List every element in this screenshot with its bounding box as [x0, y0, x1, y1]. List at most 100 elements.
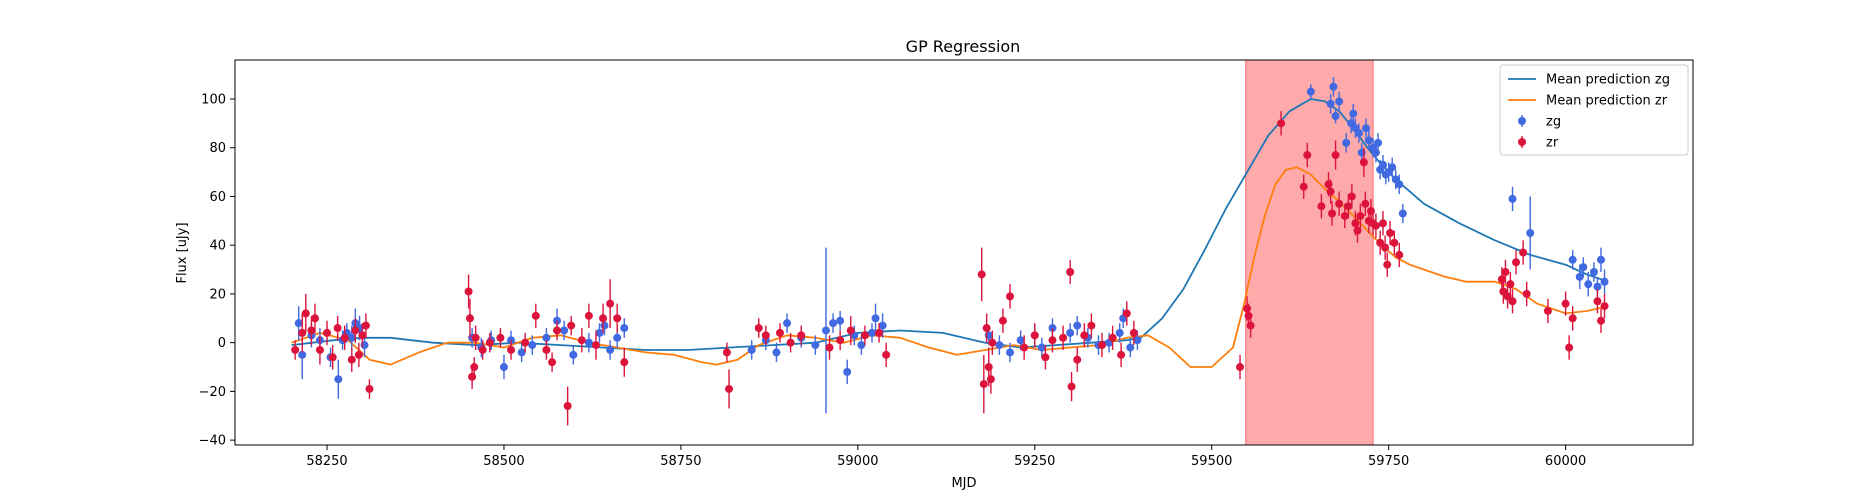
- data-point-zr: [1512, 258, 1521, 267]
- data-point-zr: [531, 311, 540, 320]
- data-point-zr: [836, 336, 845, 345]
- legend-marker-swatch-zg: [1518, 117, 1526, 125]
- data-point-zr: [1048, 336, 1057, 345]
- data-point-zg: [1016, 336, 1025, 345]
- data-point-zr: [485, 338, 494, 347]
- data-point-zr: [979, 380, 988, 389]
- data-point-zg: [569, 350, 578, 359]
- data-point-zg: [783, 319, 792, 328]
- data-point-zr: [358, 331, 367, 340]
- legend-label-zg-mean: Mean prediction zg: [1546, 73, 1670, 88]
- x-tick-label: 60000: [1545, 454, 1586, 469]
- data-point-zr: [1317, 202, 1326, 211]
- data-point-zg: [829, 319, 838, 328]
- data-point-zg: [1329, 82, 1338, 91]
- data-point-zg: [1593, 282, 1602, 291]
- data-point-zg: [1066, 328, 1075, 337]
- data-point-zg: [1331, 112, 1340, 121]
- data-point-zr: [1395, 250, 1404, 259]
- data-point-zr: [1335, 199, 1344, 208]
- data-point-zg: [542, 333, 551, 342]
- data-point-zg: [1388, 163, 1397, 172]
- data-point-zg: [821, 326, 830, 335]
- data-point-zg: [1115, 328, 1124, 337]
- x-tick-label: 59000: [837, 454, 878, 469]
- data-point-zr: [1080, 331, 1089, 340]
- data-point-zg: [584, 338, 593, 347]
- data-point-zg: [857, 341, 866, 350]
- y-tick-label: −40: [199, 434, 226, 449]
- data-point-zr: [986, 375, 995, 384]
- data-point-zr: [1347, 192, 1356, 201]
- data-point-zr: [1383, 260, 1392, 269]
- data-point-zr: [875, 328, 884, 337]
- y-tick-label: 40: [209, 239, 226, 254]
- data-point-zr: [1543, 306, 1552, 315]
- data-point-zg: [1342, 138, 1351, 147]
- data-point-zr: [291, 345, 300, 354]
- data-point-zr: [606, 299, 615, 308]
- data-point-zg: [620, 324, 629, 333]
- data-point-zr: [725, 384, 734, 393]
- x-axis-label: MJD: [951, 476, 976, 491]
- data-point-zr: [1596, 316, 1605, 325]
- data-point-zr: [1328, 209, 1337, 218]
- data-point-zr: [548, 358, 557, 367]
- data-point-zg: [1568, 255, 1577, 264]
- data-point-zr: [722, 348, 731, 357]
- line-mean-prediction-zg: [291, 98, 1609, 351]
- data-point-zg: [606, 345, 615, 354]
- data-point-zr: [1381, 243, 1390, 252]
- data-point-zr: [613, 314, 622, 323]
- data-point-zr: [567, 321, 576, 330]
- data-point-zr: [1331, 151, 1340, 160]
- data-point-zr: [301, 309, 310, 318]
- data-point-zg: [1349, 109, 1358, 118]
- data-point-zr: [1508, 297, 1517, 306]
- data-point-zr: [591, 341, 600, 350]
- data-point-zr: [1356, 211, 1365, 220]
- data-point-zr: [988, 338, 997, 347]
- data-point-zr: [1041, 353, 1050, 362]
- x-axis: 58250 58500 58750 59000 59250 59500 59750 60000: [306, 445, 1586, 469]
- data-point-zr: [323, 328, 332, 337]
- y-tick-label: 100: [201, 92, 226, 107]
- data-point-zr: [1522, 289, 1531, 298]
- data-point-zr: [333, 324, 342, 333]
- x-tick-label: 59500: [1191, 454, 1232, 469]
- data-point-zr: [599, 314, 608, 323]
- data-point-zg: [1362, 124, 1371, 133]
- data-point-zr: [882, 350, 891, 359]
- data-point-zg: [747, 345, 756, 354]
- data-point-zr: [1067, 382, 1076, 391]
- data-point-zr: [825, 343, 834, 352]
- data-point-zr: [797, 331, 806, 340]
- data-point-zr: [1087, 321, 1096, 330]
- data-point-zg: [613, 333, 622, 342]
- data-point-zr: [1378, 219, 1387, 228]
- data-point-zg: [298, 350, 307, 359]
- data-point-zg: [1073, 321, 1082, 330]
- data-point-zg: [560, 326, 569, 335]
- data-point-zr: [478, 345, 487, 354]
- legend: Mean prediction zg Mean prediction zr zg zr: [1499, 64, 1689, 156]
- data-point-zr: [553, 326, 562, 335]
- data-point-zr: [1344, 202, 1353, 211]
- data-point-zr: [298, 328, 307, 337]
- data-point-zg: [334, 375, 343, 384]
- x-tick-label: 58750: [660, 454, 701, 469]
- data-point-zg: [1133, 336, 1142, 345]
- y-axis: −40 −20 0 20 40 60 80 100: [199, 92, 235, 449]
- highlight-span: [1245, 60, 1374, 445]
- data-point-zr: [354, 350, 363, 359]
- data-point-zr: [786, 338, 795, 347]
- data-point-zr: [860, 331, 869, 340]
- data-point-zg: [1398, 209, 1407, 218]
- data-point-zg: [878, 321, 887, 330]
- data-point-zr: [1277, 119, 1286, 128]
- data-point-zr: [1129, 328, 1138, 337]
- data-point-zr: [464, 287, 473, 296]
- data-point-zr: [982, 324, 991, 333]
- data-point-zr: [1503, 292, 1512, 301]
- data-point-zr: [1073, 355, 1082, 364]
